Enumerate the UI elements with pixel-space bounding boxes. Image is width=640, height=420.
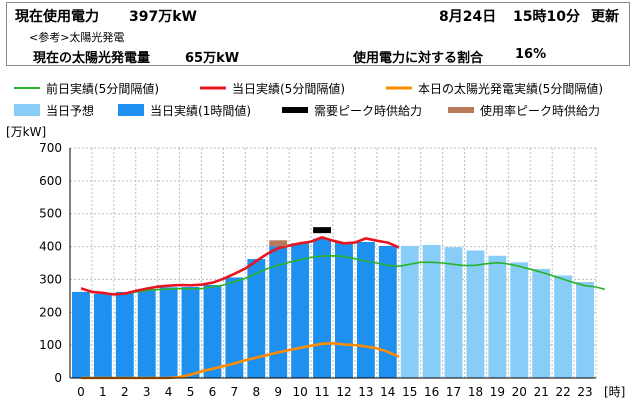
y-tick-label: 500 <box>39 207 62 221</box>
x-tick-label: 16 <box>424 385 439 399</box>
x-ticks: 0 1 2 3 4 5 6 7 8 9 10 11 12 13 14 15 16 17 18 19 20 21 22 23 <box>77 385 593 399</box>
x-tick-label: 20 <box>512 385 527 399</box>
x-tick-label: 18 <box>468 385 483 399</box>
x-tick-label: 7 <box>231 385 239 399</box>
legend-solar-today: 本日の太陽光発電実績(5分間隔値) <box>418 81 603 96</box>
x-tick-label: 0 <box>77 385 85 399</box>
y-tick-label: 0 <box>54 371 62 385</box>
actual-bar <box>247 259 266 378</box>
y-tick-label: 300 <box>39 272 62 286</box>
actual-bar <box>72 291 90 378</box>
x-tick-label: 5 <box>187 385 195 399</box>
peak-usage-marker <box>269 240 288 247</box>
reference-solar-label: <参考>太陽光発電 <box>29 31 125 44</box>
x-tick-label: 21 <box>534 385 549 399</box>
forecast-bar <box>532 268 551 378</box>
usage-ratio-label: 使用電力に対する割合 <box>353 51 484 66</box>
update-date: 8月24日 <box>439 9 497 25</box>
x-tick-label: 11 <box>314 385 329 399</box>
y-tick-label: 700 <box>39 141 62 155</box>
y-tick-label: 100 <box>39 338 62 352</box>
forecast-bar <box>488 255 507 378</box>
forecast-bar <box>422 244 441 378</box>
actual-bar <box>137 288 156 378</box>
peak-markers <box>269 227 331 247</box>
x-tick-label: 4 <box>165 385 173 399</box>
solar-output-label: 現在の太陽光発電量 <box>33 51 151 66</box>
forecast-bar <box>510 262 529 378</box>
solar-output-value: 65万kW <box>185 51 240 66</box>
actual-bar <box>313 238 331 378</box>
x-tick-label: 9 <box>274 385 282 399</box>
legend-forecast: 当日予想 <box>46 103 94 118</box>
legend-prev-day: 前日実績(5分間隔値) <box>46 81 159 96</box>
actual-bar <box>356 241 375 378</box>
x-axis-label: [時] <box>604 385 625 399</box>
axes <box>69 148 596 379</box>
prev-day-line <box>80 255 606 296</box>
legend-today-hourly: 当日実績(1時間値) <box>150 103 251 118</box>
legend-peak-usage: 使用率ピーク時供給力 <box>480 103 600 118</box>
x-tick-label: 23 <box>577 385 592 399</box>
today-line <box>80 236 400 296</box>
x-tick-label: 1 <box>99 385 107 399</box>
actual-bar <box>335 241 353 378</box>
bars <box>72 238 594 378</box>
summary-header: 現在使用電力 397万kW 8月24日 15時10分 更新 <参考>太陽光発電 … <box>6 2 630 66</box>
legend-swatch-forecast <box>14 104 40 116</box>
actual-bar <box>378 245 397 378</box>
peak-demand-marker <box>313 227 331 234</box>
legend-peak-demand: 需要ピーク時供給力 <box>314 104 422 118</box>
current-usage-value: 397万kW <box>129 9 197 25</box>
forecast-bar <box>576 282 594 378</box>
legend-swatch-peak-usage <box>448 107 474 113</box>
x-tick-label: 22 <box>555 385 570 399</box>
y-tick-label: 200 <box>39 305 62 319</box>
forecast-bar <box>444 247 463 378</box>
y-axis-label: [万kW] <box>6 125 46 139</box>
x-tick-label: 8 <box>252 385 260 399</box>
y-tick-label: 600 <box>39 174 62 188</box>
x-tick-label: 19 <box>490 385 505 399</box>
x-tick-label: 17 <box>446 385 461 399</box>
x-tick-label: 2 <box>121 385 129 399</box>
forecast-bar <box>400 245 419 378</box>
x-tick-label: 3 <box>143 385 151 399</box>
y-tick-label: 400 <box>39 240 62 254</box>
y-ticks: 0 100 200 300 400 500 600 700 <box>39 141 62 385</box>
legend: 前日実績(5分間隔値) 当日実績(5分間隔値) 本日の太陽光発電実績(5分間隔値… <box>14 81 603 118</box>
update-time: 15時10分 <box>513 9 580 25</box>
update-label: 更新 <box>591 9 619 25</box>
x-tick-label: 14 <box>380 385 395 399</box>
x-tick-label: 6 <box>209 385 217 399</box>
forecast-bar <box>466 250 485 378</box>
actual-bar <box>159 287 178 378</box>
actual-bar <box>203 285 222 378</box>
actual-bar <box>115 291 134 378</box>
legend-swatch-peak-demand <box>282 107 308 113</box>
actual-bar <box>93 293 112 378</box>
usage-ratio-value: 16% <box>515 47 547 62</box>
x-tick-label: 13 <box>358 385 373 399</box>
x-tick-label: 12 <box>336 385 351 399</box>
x-tick-label: 10 <box>292 385 307 399</box>
x-tick-label: 15 <box>402 385 417 399</box>
actual-bar <box>181 286 200 378</box>
actual-bar <box>269 245 288 378</box>
actual-bar <box>225 277 244 378</box>
forecast-bar <box>554 275 573 378</box>
legend-swatch-hourly <box>118 104 144 116</box>
current-usage-label: 現在使用電力 <box>15 9 99 25</box>
actual-bar <box>291 243 310 378</box>
legend-today-5min: 当日実績(5分間隔値) <box>232 81 345 96</box>
